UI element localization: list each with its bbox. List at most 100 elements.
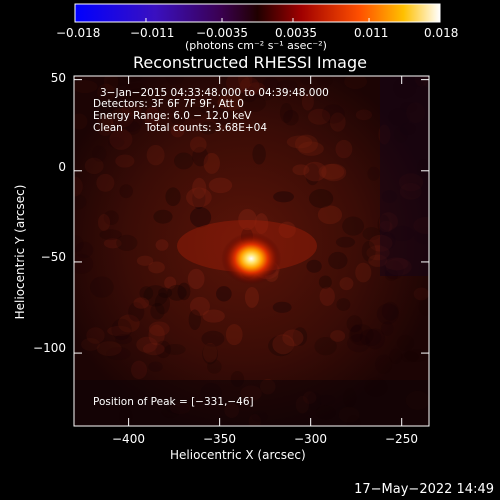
cb-tick-label-3: 0.0035 — [275, 26, 317, 40]
ripple-blob — [86, 327, 105, 344]
ripple-blob — [164, 343, 186, 355]
ripple-blob — [106, 76, 130, 87]
ripple-blob — [165, 187, 181, 207]
ripple-blob — [107, 137, 125, 148]
ripple-blob — [321, 163, 347, 182]
ripple-blob — [74, 176, 83, 197]
ripple-blob — [171, 113, 185, 126]
ripple-blob — [305, 163, 320, 186]
ripple-blob — [317, 205, 343, 225]
ripple-blob — [96, 173, 115, 192]
ripple-blob — [192, 187, 206, 210]
cb-tick-label-4: 0.011 — [354, 26, 389, 40]
axis-ticks — [74, 76, 429, 426]
y-tick-label-2: −50 — [40, 250, 66, 264]
ripple-blob — [254, 213, 269, 234]
ripple-blob — [301, 93, 314, 111]
ripple-blob — [74, 253, 94, 275]
ripple-blob — [136, 255, 154, 266]
annotation-time: 3−Jan−2015 04:33:48.000 to 04:39:48.000 — [100, 87, 329, 99]
ripple-blob — [115, 154, 135, 168]
ripple-blob — [202, 309, 225, 323]
heatmap-image — [74, 76, 429, 426]
ripple-blob — [317, 76, 333, 87]
annotation-peak: Position of Peak = [−331,−46] — [93, 396, 254, 408]
ripple-blob — [339, 277, 354, 291]
ripple-blob — [111, 318, 132, 341]
ripple-blob — [84, 157, 104, 175]
ripple-blob — [128, 302, 145, 322]
ripple-blob — [381, 301, 399, 321]
ripple-blob — [238, 208, 257, 231]
ripple-blob — [208, 177, 233, 194]
ripple-blob — [103, 210, 119, 226]
peak-source — [221, 232, 282, 285]
ripple-blob — [375, 354, 393, 374]
ripple-blob — [226, 76, 250, 94]
ripple-blob — [256, 88, 276, 101]
ripple-blob — [143, 285, 168, 307]
ripple-blob — [187, 268, 205, 290]
ripple-blob — [139, 286, 154, 300]
ripple-blob — [277, 79, 298, 92]
ripple-blob — [308, 189, 334, 208]
ripple-blob — [122, 76, 143, 82]
ripple-blob — [103, 76, 119, 92]
ripple-blob — [202, 343, 218, 365]
annotation-detectors: Detectors: 3F 6F 7F 9F, Att 0 — [93, 98, 244, 110]
ripple-blob — [165, 76, 184, 86]
ripple-blob — [125, 121, 141, 135]
x-tick-label-3: −250 — [385, 432, 418, 446]
ripple-blob — [183, 106, 206, 119]
ripple-blob — [404, 349, 429, 362]
ripple-blob — [148, 261, 165, 274]
ripple-blob — [367, 166, 380, 181]
ripple-blob — [103, 238, 122, 249]
ripple-blob — [107, 325, 132, 337]
ripple-blob — [154, 292, 170, 315]
chart-title: Reconstructed RHESSI Image — [133, 53, 367, 72]
date-stamp: 17−May−2022 14:49 — [354, 482, 494, 497]
ripple-blob — [239, 77, 260, 96]
plot-frame — [73, 75, 430, 427]
ripple-blob — [292, 327, 308, 346]
x-tick-label-0: −400 — [112, 432, 145, 446]
ripple-blob — [167, 284, 187, 301]
ripple-blob — [123, 82, 150, 105]
ripple-blob — [344, 76, 367, 90]
cb-tick-label-0: −0.018 — [56, 26, 101, 40]
ripple-blob — [186, 187, 212, 208]
dark-region — [380, 76, 429, 276]
ripple-blob — [286, 135, 313, 149]
ripple-blob — [119, 113, 143, 132]
ripple-blob — [99, 229, 122, 241]
ripple-blob — [318, 163, 345, 180]
ripple-blob — [252, 143, 266, 165]
ripple-blob — [321, 104, 345, 124]
ripple-blob — [101, 113, 114, 133]
ripple-blob — [413, 287, 429, 301]
ripple-blob — [97, 213, 111, 231]
dark-region — [74, 380, 429, 426]
ripple-blob — [336, 298, 351, 311]
ripple-blob — [307, 108, 331, 125]
ripple-blob — [96, 341, 122, 357]
annotation-method: Clean — [93, 122, 123, 134]
ripple-blob — [247, 82, 266, 95]
ripple-blob — [217, 94, 244, 111]
ripple-blob — [348, 324, 374, 346]
colorbar — [74, 3, 441, 23]
ripple-blob — [133, 297, 150, 309]
cb-tick-label-2: −0.0035 — [196, 26, 249, 40]
ripple-blob — [106, 347, 131, 361]
ripple-blob — [244, 286, 259, 308]
ripple-blob — [109, 128, 133, 150]
ripple-blob — [148, 361, 163, 372]
colorbar-units: (photons cm⁻² s⁻¹ asec⁻²) — [185, 39, 327, 52]
ripple-blob — [192, 177, 207, 199]
ripple-blob — [199, 101, 219, 115]
ripple-blob — [225, 324, 243, 346]
ripple-blob — [74, 235, 84, 253]
ripple-blob — [81, 337, 100, 351]
